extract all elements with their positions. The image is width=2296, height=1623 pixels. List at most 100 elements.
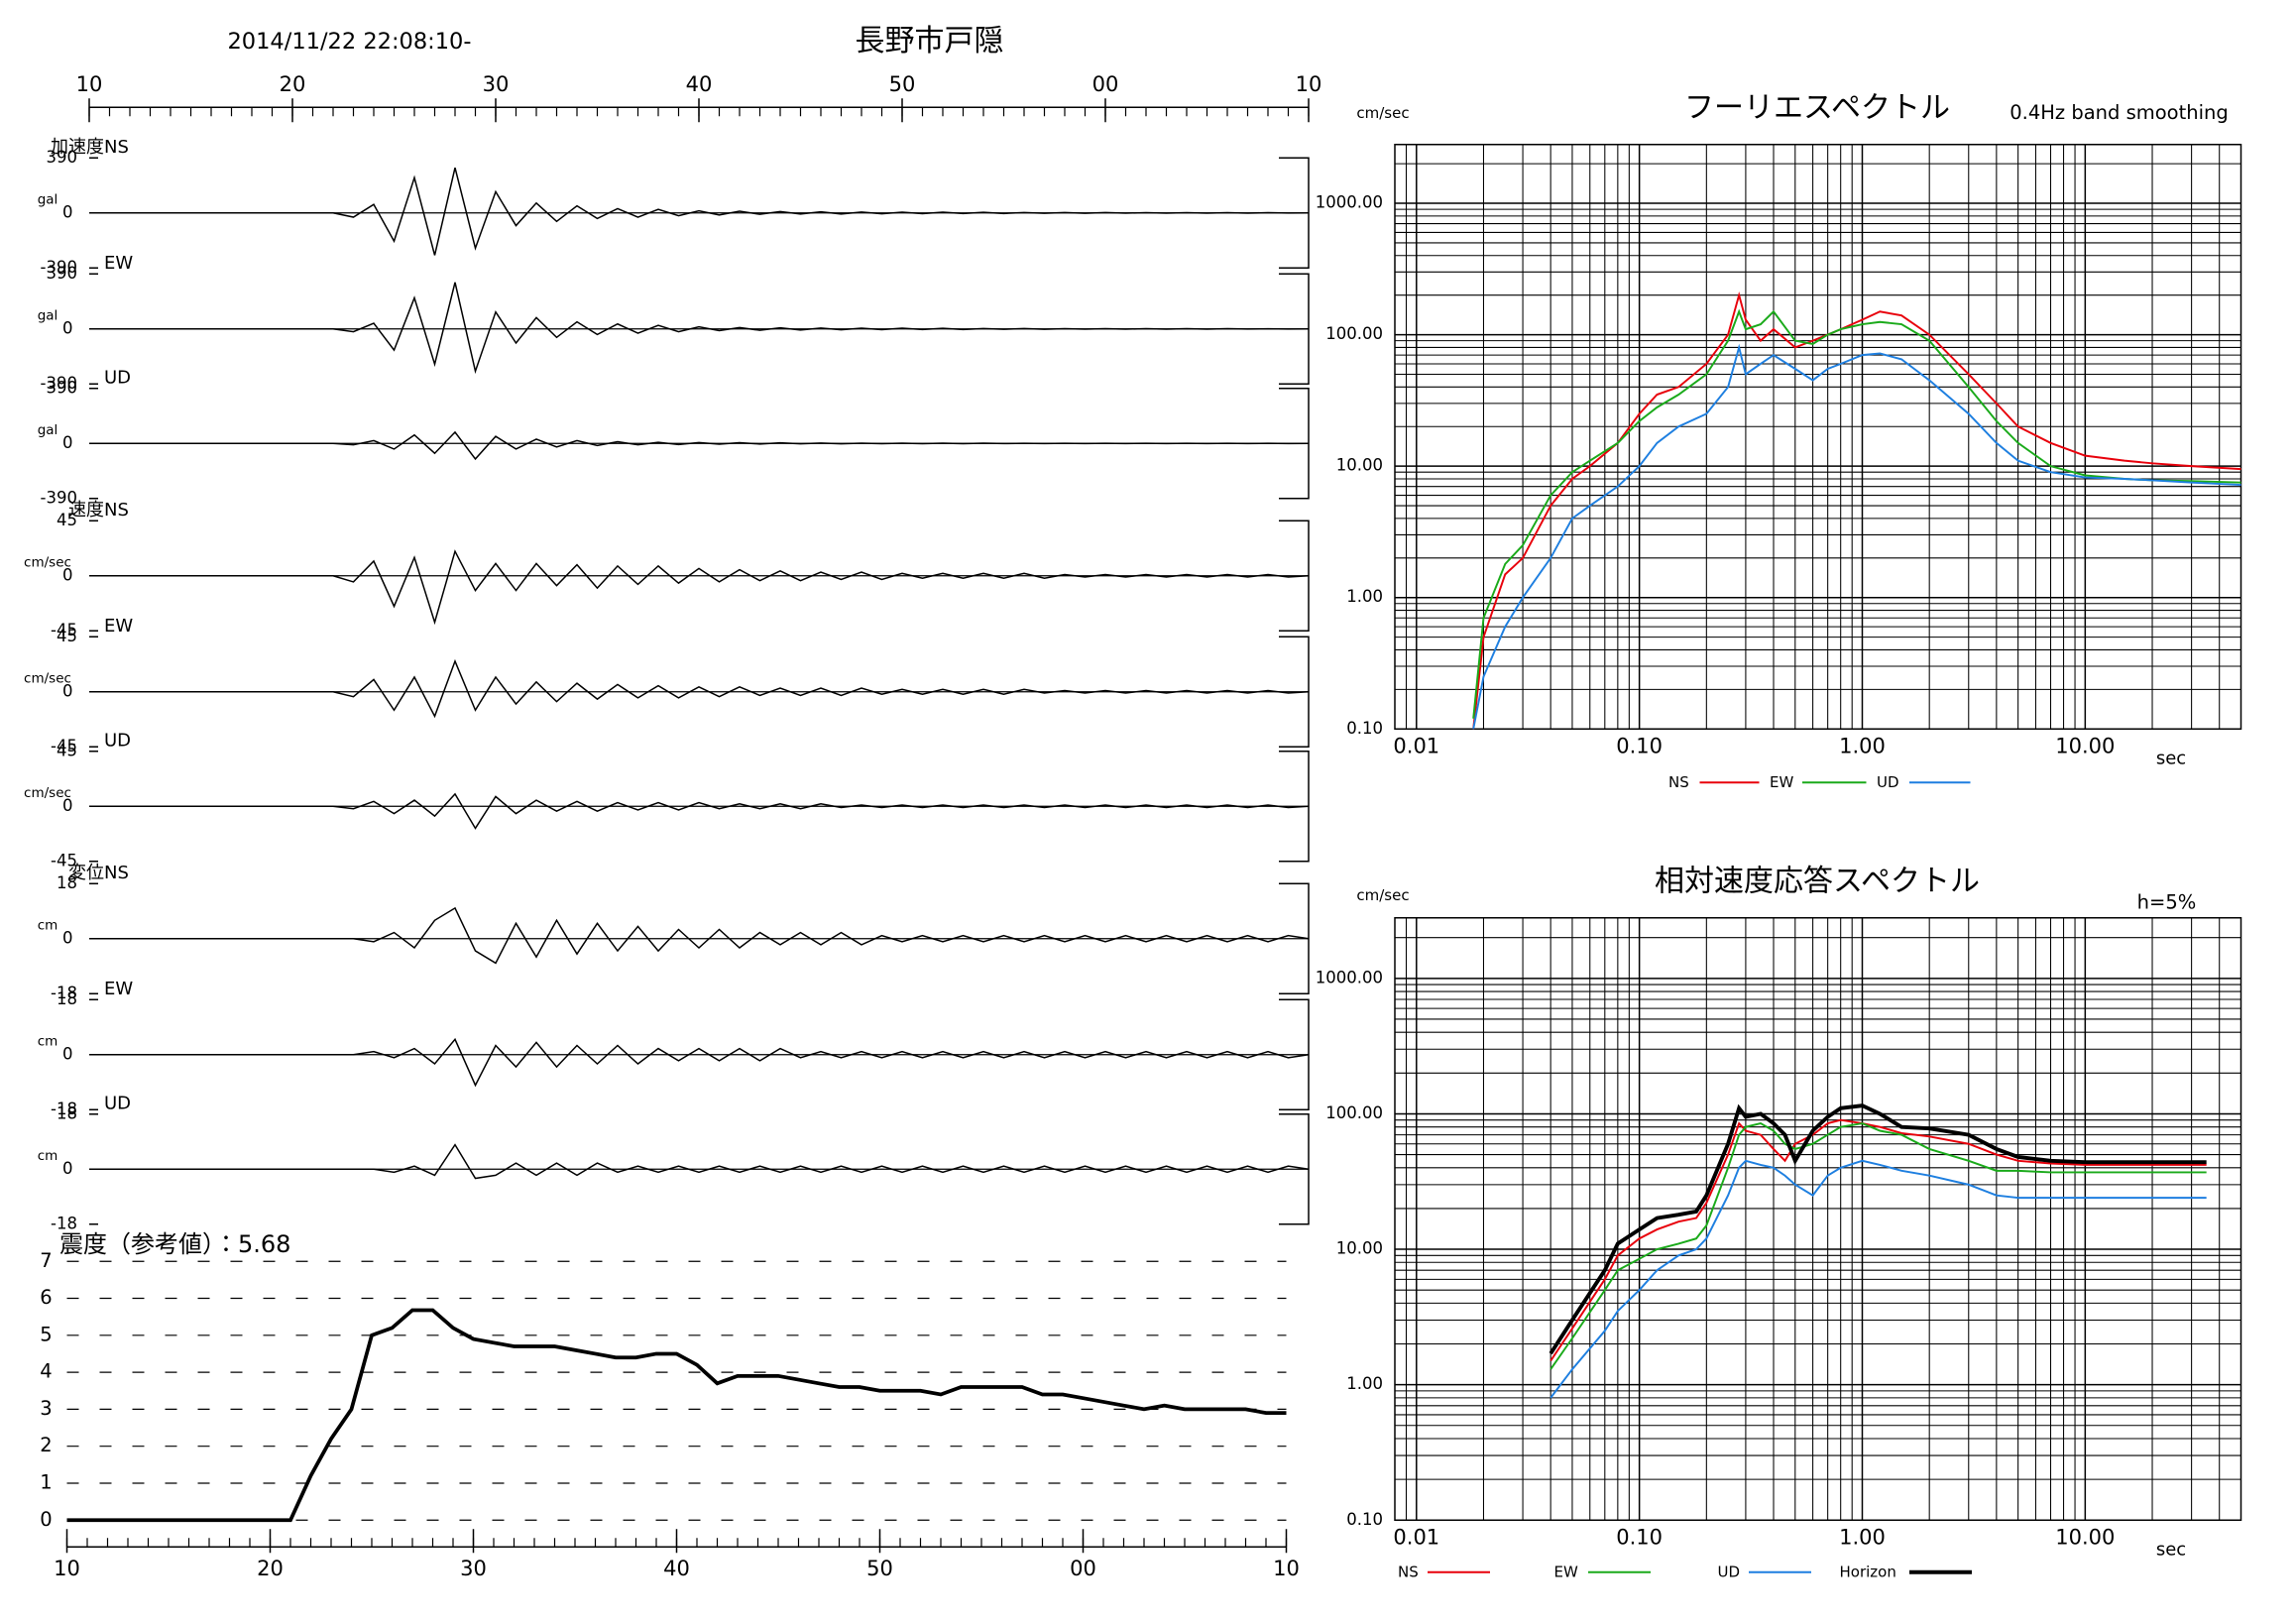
y-tick-label: 45 (57, 627, 77, 645)
y-tick-label: 0 (62, 928, 73, 947)
x-tick-label: 50 (866, 1557, 893, 1580)
component-label: EW (104, 616, 133, 637)
y-tick-label: -390 (41, 374, 77, 393)
x-tick-label: 30 (460, 1557, 487, 1580)
y-tick-label: 3 (40, 1397, 52, 1420)
plot-frame (1394, 917, 2242, 1521)
y-tick-label: 0.10 (1346, 719, 1383, 738)
chart-title: 相対速度応答スペクトル (1655, 864, 1980, 898)
x-axis-label: sec (2156, 1539, 2186, 1560)
y-tick-label: 0 (62, 318, 73, 337)
y-tick-label: 0 (62, 433, 73, 452)
waveform-trace (89, 549, 1310, 626)
y-tick-label: 45 (57, 511, 77, 529)
waveform-trace (89, 1143, 1310, 1180)
component-label: NS (104, 500, 129, 521)
chart-title: 震度（参考値）：5.68 (59, 1230, 290, 1258)
spectrum-line (1472, 290, 2241, 730)
spectrum-line (1472, 343, 2241, 730)
y-tick-label: -45 (51, 621, 77, 639)
spectrum-line (1472, 308, 2241, 719)
waveform-trace (89, 658, 1310, 719)
annotation: 0.4Hz band smoothing (2009, 101, 2229, 124)
y-tick-label: 2 (40, 1434, 52, 1456)
waveform-trace (89, 1037, 1310, 1088)
group-label: 変位 (68, 863, 104, 883)
x-tick-label: 0.10 (1616, 1525, 1663, 1549)
x-tick-label: 40 (663, 1557, 690, 1580)
y-tick-label: 0 (62, 681, 73, 700)
chart-subtitle: 2014/11/22 22:08:10- (227, 29, 471, 55)
component-label: NS (104, 863, 129, 883)
x-tick-label: 10.00 (2055, 734, 2115, 757)
legend-label: NS (1398, 1563, 1419, 1580)
y-tick-label: 18 (57, 873, 77, 892)
x-tick-label: 10 (54, 1557, 80, 1580)
waveform-trace (89, 282, 1310, 375)
intensity-line (66, 1308, 1287, 1523)
legend-label: EW (1770, 773, 1793, 791)
spectrum-line (1550, 1118, 2207, 1362)
y-tick-label: 0.10 (1346, 1510, 1383, 1529)
x-tick-label: 10 (1273, 1557, 1300, 1580)
x-tick-label: 20 (280, 72, 306, 96)
x-tick-label: 40 (686, 72, 713, 96)
waveform-trace (89, 792, 1310, 830)
component-label: EW (104, 979, 133, 999)
x-tick-label: 30 (483, 72, 510, 96)
legend-label: UD (1877, 773, 1899, 791)
group-label: 加速度 (51, 137, 104, 158)
component-label: UD (104, 730, 131, 751)
y-tick-label: -390 (41, 488, 77, 507)
y-tick-label: 7 (40, 1249, 52, 1272)
waveform-trace (89, 906, 1310, 965)
x-tick-label: 0.01 (1393, 734, 1439, 757)
x-tick-label: 10 (1296, 72, 1322, 96)
x-tick-label: 1.00 (1839, 1525, 1886, 1549)
waveform-trace (89, 168, 1310, 256)
chart-title: 長野市戸隠 (856, 24, 1004, 58)
unit-label: cm/sec (24, 785, 71, 801)
unit-label: cm/sec (24, 554, 71, 570)
x-tick-label: 10 (76, 72, 103, 96)
chart-title: フーリエスペクトル (1684, 90, 1950, 125)
plot-frame (1394, 143, 2242, 730)
y-tick-label: -45 (51, 851, 77, 869)
unit-label: gal (38, 422, 58, 438)
y-axis-label: cm/sec (1356, 104, 1409, 122)
y-tick-label: 18 (57, 1103, 77, 1122)
unit-label: cm (38, 917, 58, 933)
x-tick-label: 20 (257, 1557, 284, 1580)
y-tick-label: 10.00 (1336, 1239, 1383, 1258)
x-tick-label: 00 (1092, 72, 1119, 96)
y-tick-label: 1.00 (1346, 587, 1383, 606)
legend-label: Horizon (1840, 1563, 1896, 1580)
annotation: h=5% (2137, 890, 2197, 913)
y-tick-label: 0 (62, 1044, 73, 1063)
legend-label: UD (1718, 1563, 1741, 1580)
y-tick-label: 100.00 (1325, 1103, 1383, 1122)
y-tick-label: 6 (40, 1286, 52, 1309)
y-tick-label: -45 (51, 737, 77, 755)
y-tick-label: 4 (40, 1360, 52, 1383)
y-tick-label: 1 (40, 1470, 52, 1493)
spectrum-line (1549, 1103, 2207, 1355)
waveform-trace (89, 430, 1310, 461)
y-tick-label: 0 (62, 796, 73, 815)
y-tick-label: 5 (40, 1323, 52, 1345)
unit-label: cm (38, 1148, 58, 1164)
y-axis-label: cm/sec (1356, 886, 1409, 904)
y-tick-label: -18 (51, 984, 77, 1002)
y-tick-label: -390 (41, 258, 77, 277)
y-tick-label: 390 (47, 264, 78, 283)
unit-label: gal (38, 191, 58, 207)
y-tick-label: 10.00 (1336, 456, 1383, 475)
x-tick-label: 00 (1070, 1557, 1096, 1580)
y-tick-label: 0 (40, 1508, 52, 1531)
y-tick-label: 0 (62, 1159, 73, 1178)
component-label: NS (104, 137, 129, 158)
y-tick-label: 18 (57, 989, 77, 1008)
y-tick-label: 0 (62, 202, 73, 221)
